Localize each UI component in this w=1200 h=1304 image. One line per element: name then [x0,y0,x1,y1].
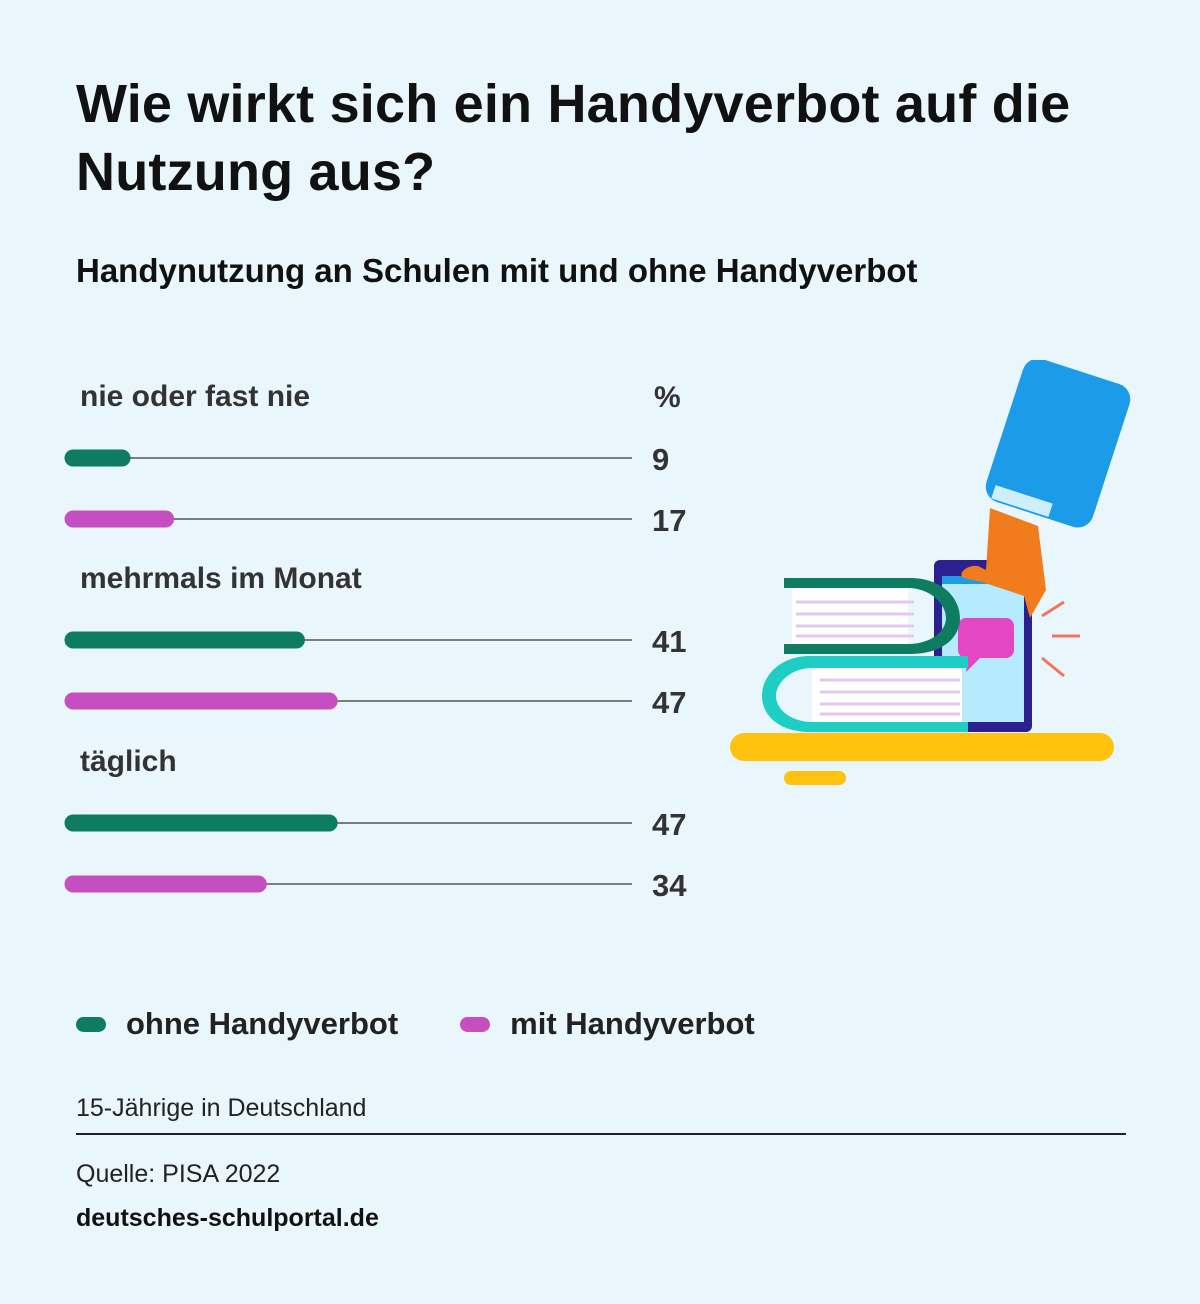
legend-item-mit: mit Handyverbot [460,1006,755,1042]
value-label: 9 [652,442,669,477]
unit-label: % [654,381,681,414]
phone-books-illustration [730,360,1131,785]
bar-chart: % nie oder fast nie 9 17 mehrmals im Monat 41… [64,380,687,903]
value-label: 47 [652,685,686,720]
legend-label-mit: mit Handyverbot [510,1006,755,1041]
book-lower-shape [762,656,968,732]
value-label: 41 [652,624,686,659]
category-label: mehrmals im Monat [80,562,362,595]
book-upper-shape [784,578,960,654]
brand-text: deutsches-schulportal.de [76,1204,379,1232]
source-text: Quelle: PISA 2022 [76,1160,281,1188]
category-label: nie oder fast nie [80,380,310,413]
population-note: 15-Jährige in Deutschland [76,1094,367,1122]
speech-bubble-icon [958,618,1014,658]
legend: ohne Handyverbot mit Handyverbot [76,1006,817,1042]
category-label: täglich [80,745,177,778]
footer-divider [76,1133,1126,1135]
sleeve-shape [985,360,1131,528]
chart-title: Wie wirkt sich ein Handyverbot auf die N… [76,74,1071,202]
value-label: 17 [652,503,686,538]
legend-label-ohne: ohne Handyverbot [126,1006,399,1041]
table-shape [730,733,1114,761]
chart-subtitle: Handynutzung an Schulen mit und ohne Han… [76,252,918,289]
legend-swatch-ohne [76,1016,106,1032]
legend-swatch-mit [460,1016,491,1032]
legend-item-ohne: ohne Handyverbot [76,1006,398,1042]
value-label: 34 [652,868,687,903]
hand-shape [961,508,1046,618]
table-leg-shape [784,771,846,785]
value-label: 47 [652,807,686,842]
